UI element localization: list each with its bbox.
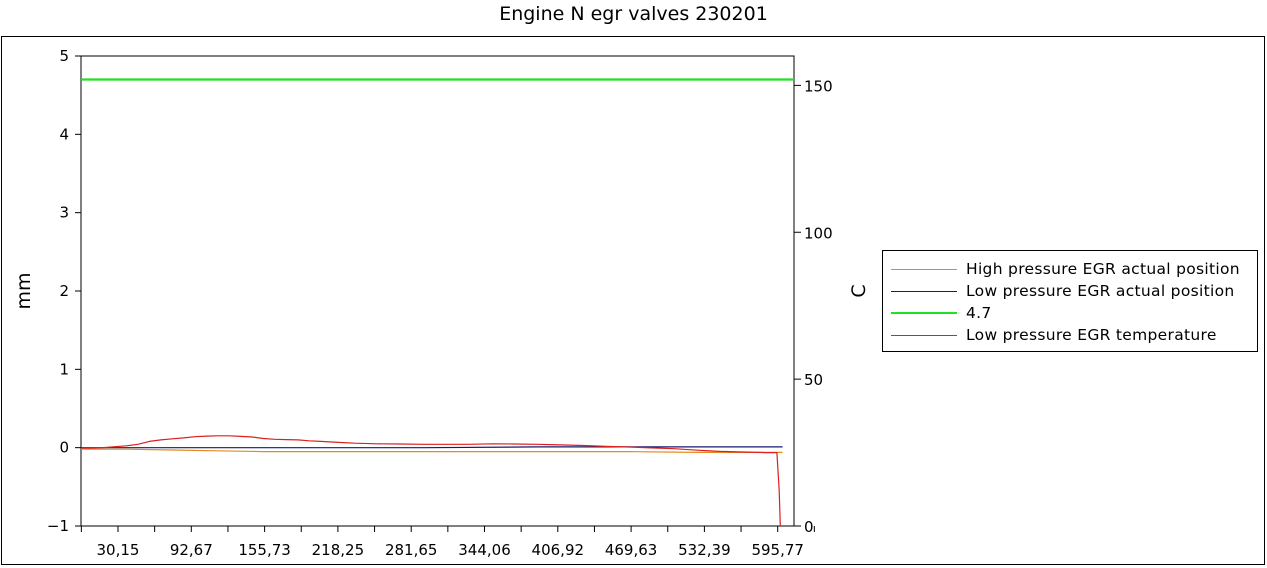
y-tick-label: 4 <box>59 125 69 143</box>
plot-area <box>80 55 795 527</box>
x-tick-label: 218,25 <box>312 541 365 559</box>
y-axis-label: mm <box>13 272 35 309</box>
y-tick-label: 5 <box>59 47 69 65</box>
x-tick-label: 281,65 <box>385 541 438 559</box>
x-tick-label: 406,92 <box>532 541 585 559</box>
y2-tick-label: 0 <box>804 518 814 536</box>
x-tick-label: 92,67 <box>170 541 213 559</box>
x-tick-label: 155,73 <box>238 541 291 559</box>
y2-tick-label: 50 <box>804 371 823 389</box>
y-tick-label: −1 <box>47 517 69 535</box>
chart-title: Engine N egr valves 230201 <box>499 3 768 25</box>
x-tick-label: 595,77 <box>751 541 804 559</box>
x-tick-label: 532,39 <box>678 541 731 559</box>
legend: High pressure EGR actual position Low pr… <box>882 250 1258 352</box>
y-tick-label: 1 <box>59 360 69 378</box>
chart-frame <box>1 36 1265 565</box>
legend-item: Low pressure EGR actual position <box>883 281 1257 303</box>
legend-label: Low pressure EGR actual position <box>966 282 1235 300</box>
y2-tick-label: 100 <box>804 224 833 242</box>
series-layer <box>81 78 794 527</box>
axes-layer: 5 4 3 2 1 0 −1 150 100 50 0 30,15 92,67 155,73 218,25 2… <box>47 47 833 559</box>
legend-label: High pressure EGR actual position <box>966 260 1240 278</box>
y2-tick-label: 150 <box>804 77 833 95</box>
y-tick-label: 0 <box>59 439 69 457</box>
legend-swatch <box>891 335 957 336</box>
series-line <box>81 435 781 527</box>
plot-border <box>80 55 795 527</box>
legend-swatch <box>891 312 957 314</box>
x-tick-label: 469,63 <box>605 541 658 559</box>
x-tick-label: 30,15 <box>97 541 140 559</box>
legend-item: 4.7 <box>883 303 1257 325</box>
legend-item: High pressure EGR actual position <box>883 259 1257 281</box>
legend-item: Low pressure EGR temperature <box>883 325 1257 347</box>
legend-label: Low pressure EGR temperature <box>966 326 1217 344</box>
legend-swatch <box>891 291 957 292</box>
x-tick-label: 344,06 <box>458 541 511 559</box>
series-line <box>81 448 783 453</box>
legend-swatch <box>891 269 957 270</box>
y-tick-label: 2 <box>59 282 69 300</box>
legend-label: 4.7 <box>966 304 992 322</box>
y-tick-label: 3 <box>59 204 69 222</box>
y2-axis-label: C <box>848 284 870 297</box>
series-line <box>81 446 783 449</box>
